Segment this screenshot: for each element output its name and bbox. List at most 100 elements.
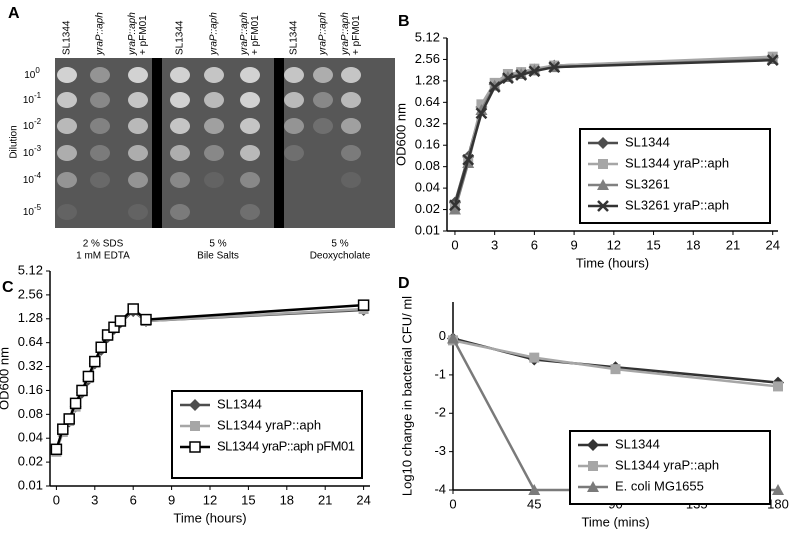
y-tick-label: 0.32 — [18, 358, 43, 373]
legend-marker — [190, 421, 200, 431]
dilution-exponent: -1 — [34, 91, 42, 100]
legend-label: SL1344 — [217, 396, 262, 411]
legend-box — [579, 128, 771, 224]
panel-label: B — [398, 13, 410, 30]
colony-spot — [313, 67, 333, 83]
point — [462, 153, 475, 166]
y-axis-label: OD600 nm — [393, 103, 408, 166]
colony-spot — [57, 145, 77, 161]
point — [101, 329, 114, 341]
colony-spot — [313, 118, 333, 134]
colony-spot — [170, 67, 190, 83]
y-tick-label: 5.12 — [415, 29, 440, 44]
point — [528, 484, 541, 495]
column-label: SL1344 — [175, 20, 186, 55]
x-tick-label: 21 — [726, 237, 740, 252]
colony-spot — [284, 67, 304, 83]
colony-spot — [204, 172, 224, 188]
x-tick-label: 180 — [767, 496, 789, 511]
dilution-base: 10 — [23, 95, 35, 106]
point — [108, 321, 120, 334]
x-tick-label: 6 — [130, 492, 137, 507]
legend-marker — [587, 439, 599, 451]
y-tick-label: 0.02 — [415, 201, 440, 216]
x-tick-label: 15 — [241, 492, 255, 507]
y-tick-label: -2 — [434, 405, 446, 420]
legend-marker — [189, 441, 201, 453]
dilution-base: 10 — [23, 121, 35, 132]
point — [57, 423, 69, 435]
series-line — [452, 339, 779, 388]
column-label: + pFM01 — [351, 15, 362, 55]
legend-marker — [597, 137, 609, 149]
condition-label: 5 % — [209, 239, 226, 250]
point — [773, 381, 783, 392]
point — [610, 364, 621, 375]
x-tick-label: 12 — [203, 492, 217, 507]
dilution-exponent: 0 — [35, 66, 40, 75]
column-label: yraP::aph — [318, 12, 329, 56]
y-tick-label: 2.56 — [415, 51, 440, 66]
dilution-label: 10-4 — [23, 171, 42, 186]
y-tick-label: 1.28 — [415, 72, 440, 87]
point — [528, 65, 541, 78]
colony-spot — [170, 204, 190, 220]
y-tick-label: 1.28 — [18, 310, 43, 325]
point — [76, 384, 88, 397]
plate-divider — [274, 58, 284, 228]
point — [488, 81, 501, 93]
colony-spot — [204, 118, 224, 134]
x-tick-label: 9 — [168, 492, 175, 507]
x-tick-label: 24 — [356, 492, 370, 507]
colony-spot — [341, 92, 361, 108]
series — [50, 299, 370, 456]
y-tick-label: 0.64 — [18, 334, 43, 349]
point — [449, 199, 461, 212]
dilution-label: 10-5 — [23, 203, 42, 218]
y-tick-label: 0.08 — [415, 158, 440, 173]
y-tick-label: -3 — [434, 443, 446, 458]
column-label: + pFM01 — [250, 15, 261, 55]
column-label: yraP::aph — [95, 12, 106, 56]
y-tick-label: 0.16 — [18, 382, 43, 397]
colony-spot — [90, 92, 110, 108]
point — [529, 352, 540, 363]
condition-label: 5 % — [331, 239, 348, 250]
legend-marker — [597, 200, 609, 212]
colony-spot — [204, 92, 224, 108]
y-tick-label: 0 — [439, 328, 446, 343]
y-tick-label: -1 — [434, 366, 446, 381]
colony-spot — [341, 145, 361, 161]
dilution-label: 10-3 — [23, 144, 42, 159]
legend-label: SL1344 — [625, 134, 670, 149]
y-axis-label: Dilution — [9, 125, 20, 158]
colony-spot — [341, 172, 361, 188]
y-tick-label: 0.04 — [18, 430, 43, 445]
x-tick-label: 0 — [53, 492, 60, 507]
condition-label: Deoxycholate — [310, 251, 371, 262]
x-axis-label: Time (hours) — [173, 510, 246, 525]
condition-label: Bile Salts — [197, 251, 239, 262]
point — [772, 484, 784, 495]
x-axis-label: Time (hours) — [576, 255, 649, 270]
colony-spot — [204, 145, 224, 161]
panel-label: C — [2, 279, 14, 296]
legend-label: SL1344 yraP::aph — [217, 417, 321, 432]
point — [82, 370, 95, 383]
point — [475, 107, 488, 120]
legend-label: E. coli MG1655 — [615, 478, 704, 493]
column-label: yraP::aph — [127, 12, 138, 56]
y-tick-label: 0.02 — [18, 454, 43, 469]
colony-spot — [128, 172, 148, 188]
point — [515, 69, 528, 81]
column-label: SL1344 — [289, 20, 300, 55]
column-label: yraP::aph — [239, 12, 250, 56]
colony-spot — [128, 145, 148, 161]
legend-marker — [597, 179, 609, 190]
point — [89, 355, 101, 368]
colony-spot — [284, 118, 304, 134]
colony-spot — [341, 118, 361, 134]
legend-label: SL1344 yraP::aph — [615, 457, 719, 472]
colony-spot — [57, 92, 77, 108]
